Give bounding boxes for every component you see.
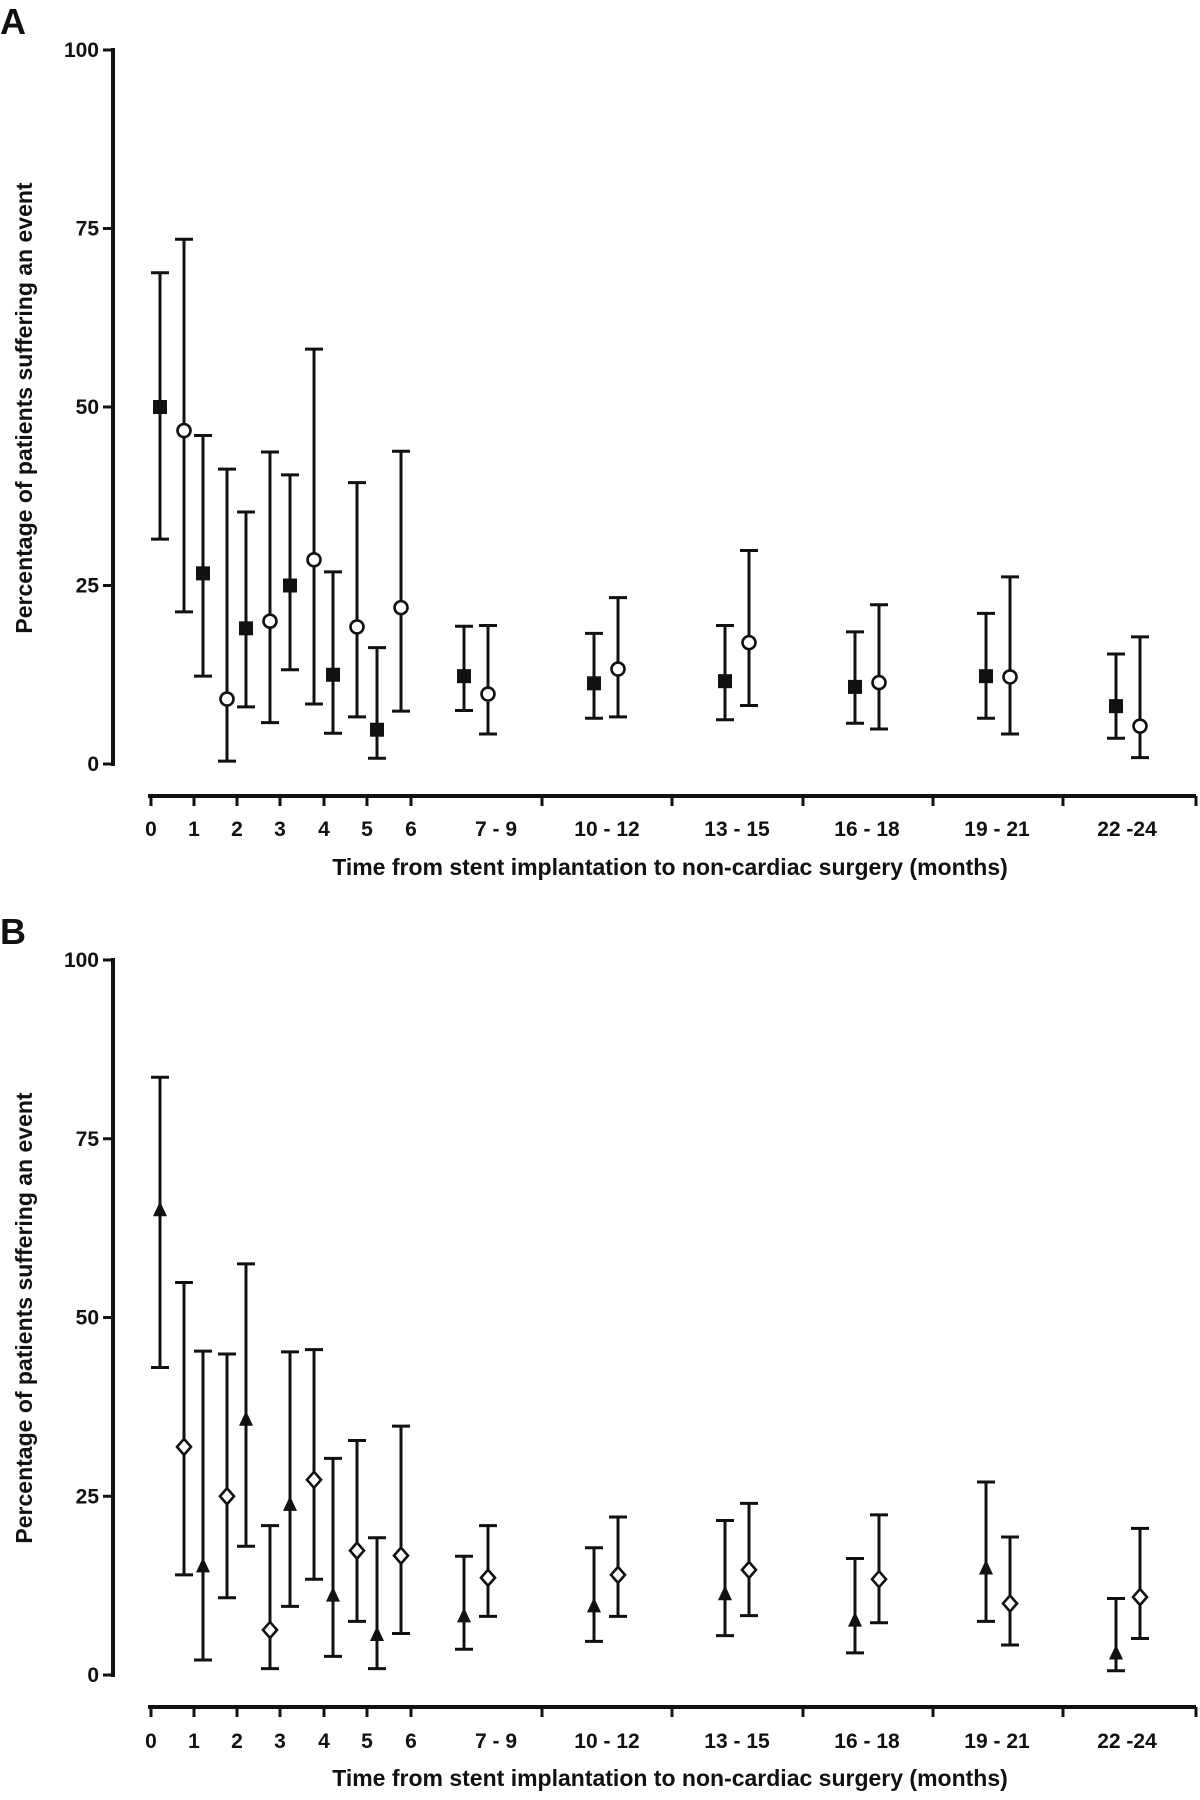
y-tick-label: 25 [76,1485,100,1508]
x-tick-label: 2 [231,1730,243,1753]
data-point-filled-triangle [457,1607,471,1623]
data-point-filled-square [370,722,384,737]
data-point-filled-square [587,676,601,691]
x-tick-label: 6 [405,818,417,841]
panel-b: B Percentage of patients suffering an ev… [0,911,1198,1791]
panel-a-axes: 0 25 50 75 100 0 1 2 3 4 5 6 7 - 9 10 - 12 13 - 15 16 -… [64,39,1198,841]
data-point-filled-triangle [718,1585,732,1601]
y-tick-label: 100 [64,39,99,62]
x-tick-label: 5 [361,1730,373,1753]
data-point-open-circle [610,661,626,677]
data-point-open-circle [480,686,496,702]
y-tick-label: 25 [76,575,100,598]
x-tick-label: 7 - 9 [475,1730,517,1753]
data-point-filled-triangle [979,1559,993,1575]
x-tick-label: 0 [145,818,157,841]
panel-b-markers [153,1201,1149,1660]
panel-a-error-bars [151,237,1149,763]
x-tick-label: 3 [274,818,286,841]
x-tick-label: 1 [188,1730,200,1753]
data-point-open-circle [871,674,887,691]
x-tick-label: 19 - 21 [964,818,1030,841]
data-point-open-circle [219,691,235,707]
data-point-filled-square [457,669,471,684]
data-point-open-diamond [261,1619,279,1640]
data-point-open-circle [1132,718,1148,734]
data-point-open-circle [262,613,278,630]
data-point-filled-triangle [153,1201,167,1217]
panel-a-x-axis-title: Time from stent implantation to non-card… [332,854,1008,880]
x-tick-label: 16 - 18 [834,1730,900,1753]
data-point-filled-square [326,667,340,682]
data-point-filled-square [979,669,993,684]
panel-b-label: B [0,911,26,952]
y-tick-label: 75 [76,218,100,241]
panel-b-error-bars [151,1075,1149,1673]
data-point-filled-square [718,674,732,689]
x-tick-label: 7 - 9 [475,818,517,841]
panel-a-markers [153,400,1148,737]
x-tick-label: 3 [274,1730,286,1753]
x-tick-label: 10 - 12 [574,818,639,841]
data-point-filled-square [239,621,253,636]
data-point-filled-square [283,578,297,593]
y-tick-label: 75 [76,1128,100,1151]
y-tick-label: 100 [64,949,99,972]
data-point-open-circle [176,422,192,439]
data-point-filled-triangle [848,1611,862,1627]
data-point-filled-square [153,400,167,414]
data-point-filled-triangle [239,1410,253,1426]
data-point-filled-triangle [1109,1644,1123,1660]
data-point-open-diamond [392,1545,410,1566]
data-point-open-diamond [479,1567,497,1588]
x-tick-label: 22 -24 [1097,1730,1157,1753]
data-point-open-diamond [348,1540,366,1561]
panel-b-y-axis-title: Percentage of patients suffering an even… [11,1092,37,1544]
x-tick-label: 13 - 15 [704,818,770,841]
data-point-filled-square [196,566,210,581]
panel-a: A Percentage of patients suffering an ev… [0,1,1198,880]
y-tick-label: 0 [87,1664,99,1687]
data-point-open-diamond [609,1564,627,1585]
data-point-open-circle [1002,669,1018,685]
x-tick-label: 2 [231,818,243,841]
data-point-filled-square [1109,699,1123,714]
data-point-open-circle [393,599,409,616]
data-point-filled-triangle [326,1586,340,1602]
data-point-open-diamond [218,1486,236,1507]
data-point-filled-square [848,679,862,694]
data-point-open-circle [741,634,757,651]
x-tick-label: 22 -24 [1097,818,1157,841]
data-point-open-diamond [1131,1587,1149,1608]
x-tick-label: 5 [361,818,373,841]
x-tick-label: 16 - 18 [834,818,900,841]
x-tick-label: 19 - 21 [964,1730,1030,1753]
data-point-open-diamond [305,1469,323,1490]
panel-a-label: A [0,1,26,42]
data-point-open-circle [349,619,365,635]
x-tick-label: 4 [318,1730,330,1753]
y-tick-label: 50 [76,396,99,419]
x-tick-label: 6 [405,1730,417,1753]
data-point-filled-triangle [370,1625,384,1641]
data-point-open-diamond [870,1569,888,1590]
data-point-filled-triangle [283,1495,297,1511]
y-tick-label: 50 [76,1307,99,1330]
panel-b-axes: 0 25 50 75 100 0 1 2 3 4 5 6 7 - 9 10 - 12 13 - 15 16 -… [64,949,1198,1753]
data-point-open-diamond [740,1559,758,1580]
x-tick-label: 1 [188,818,200,841]
data-point-filled-triangle [587,1597,601,1613]
data-point-open-diamond [1001,1593,1019,1614]
x-tick-label: 0 [145,1730,157,1753]
x-tick-label: 10 - 12 [574,1730,639,1753]
data-point-filled-triangle [196,1557,210,1573]
panel-a-y-axis-title: Percentage of patients suffering an even… [11,182,37,634]
panel-b-x-axis-title: Time from stent implantation to non-card… [332,1765,1008,1791]
data-point-open-diamond [175,1436,193,1457]
y-tick-label: 0 [87,753,99,776]
data-point-open-circle [306,551,322,568]
x-tick-label: 13 - 15 [704,1730,770,1753]
x-tick-label: 4 [318,818,330,841]
